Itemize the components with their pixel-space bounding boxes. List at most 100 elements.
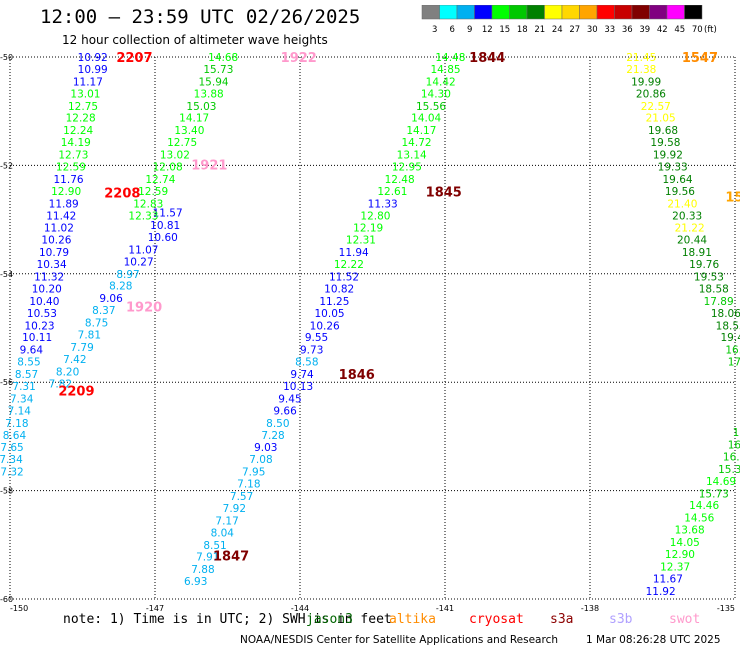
- swh-value-label: 19.76: [689, 259, 719, 271]
- legend-label: 12: [482, 25, 493, 35]
- y-tick-label: -56: [0, 378, 13, 387]
- y-tick-label: -54: [0, 270, 13, 279]
- mission-altika-label: altika: [389, 612, 436, 627]
- swh-value-label: 17: [728, 357, 740, 369]
- generated-timestamp: 1 Mar 08:26:28 UTC 2025: [586, 634, 721, 646]
- swh-value-label: 19.58: [650, 137, 680, 149]
- x-tick-label: -150: [10, 604, 28, 613]
- mission-s3a-label: s3a: [550, 612, 574, 627]
- swh-value-label: 14.19: [61, 137, 91, 149]
- swh-value-label: 9.03: [254, 442, 277, 454]
- swh-value-label: 12.75: [167, 137, 197, 149]
- swh-value-label: 14.30: [421, 88, 451, 100]
- swh-value-label: 8.51: [203, 540, 226, 552]
- swh-value-label: 14.72: [402, 137, 432, 149]
- swh-value-label: 14.17: [179, 113, 209, 125]
- swh-value-label: 13.01: [70, 88, 100, 100]
- swh-value-label: 7.82: [49, 378, 72, 390]
- swh-value-label: 7.18: [5, 418, 28, 430]
- swh-value-label: 12.74: [145, 174, 175, 186]
- swh-value-label: 11.89: [49, 198, 79, 210]
- swh-value-label: 11.25: [319, 296, 349, 308]
- legend-label: 30: [587, 25, 598, 35]
- swh-value-label: 10.92: [78, 52, 108, 64]
- swh-value-label: 9.55: [305, 332, 328, 344]
- swh-value-label: 14.42: [426, 76, 456, 88]
- swh-value-label: 13.88: [194, 88, 224, 100]
- swh-value-label: 13.02: [160, 150, 190, 162]
- swh-value-label: 10.79: [39, 247, 69, 259]
- swh-value-label: 12.19: [353, 223, 383, 235]
- swh-value-label: 11.33: [368, 198, 398, 210]
- swh-value-label: 10.53: [27, 308, 57, 320]
- swh-value-label: 12.73: [58, 150, 88, 162]
- legend-label: 70: [692, 25, 703, 35]
- swh-value-label: 8.20: [56, 366, 79, 378]
- swh-value-label: 20.86: [636, 88, 666, 100]
- legend-label: 18: [517, 25, 528, 35]
- swh-value-label: 8.75: [85, 318, 108, 330]
- swh-value-label: 21.05: [646, 113, 676, 125]
- swh-value-label: 19.64: [663, 174, 693, 186]
- swh-value-label: 11.94: [339, 247, 369, 259]
- swh-value-label: 18.58: [699, 283, 729, 295]
- swh-value-label: 7.34: [10, 393, 34, 405]
- swh-value-label: 7.14: [8, 405, 32, 417]
- swh-value-label: 10.60: [148, 232, 178, 244]
- swh-value-label: 9.64: [20, 345, 44, 357]
- swh-value-label: 19.53: [694, 272, 724, 284]
- legend-label: 24: [552, 25, 563, 35]
- swh-value-label: 7.17: [215, 515, 238, 527]
- swh-value-label: 7.28: [261, 430, 284, 442]
- swh-value-label: 14.17: [406, 125, 436, 137]
- swh-value-label: 10.23: [25, 320, 55, 332]
- swh-value-label: 7.92: [223, 503, 246, 515]
- swh-value-label: 12.95: [392, 161, 422, 173]
- swh-value-label: 19.92: [653, 150, 683, 162]
- swh-value-label: 13.40: [174, 125, 204, 137]
- swh-value-label: 7.32: [0, 467, 23, 479]
- swh-value-label: 8.37: [92, 305, 115, 317]
- swh-value-label: 15.32: [718, 464, 740, 476]
- swh-value-label: 21.38: [626, 64, 656, 76]
- swh-value-label: 9.74: [290, 369, 314, 381]
- swh-value-label: 12.80: [360, 210, 390, 222]
- y-tick-label: -58: [0, 487, 13, 496]
- legend-label: 27: [569, 25, 580, 35]
- swh-value-label: 7.42: [63, 354, 86, 366]
- swh-value-label: 7.91: [196, 552, 219, 564]
- swh-value-label: 19.99: [631, 76, 661, 88]
- swh-value-label: 11.02: [44, 223, 74, 235]
- swh-value-label: 7.88: [191, 564, 214, 576]
- legend-swatch: [684, 5, 703, 20]
- swh-value-label: 7.31: [12, 381, 35, 393]
- swh-value-label: 8.64: [3, 430, 27, 442]
- swh-value-label: 12.33: [128, 210, 158, 222]
- legend-label: 45: [674, 25, 685, 35]
- swh-value-label: 9.45: [278, 393, 301, 405]
- swh-value-label: 12.75: [68, 101, 98, 113]
- y-tick-label: -52: [0, 161, 13, 170]
- swh-value-label: 10.34: [37, 259, 67, 271]
- swh-value-label: 15.94: [199, 76, 229, 88]
- swh-value-label: 12.90: [665, 549, 695, 561]
- y-tick-label: -50: [0, 53, 13, 62]
- swh-value-label: 16.: [725, 345, 740, 357]
- swh-value-label: 18.91: [682, 247, 712, 259]
- swh-value-label: 11.57: [153, 208, 183, 220]
- swh-value-label: 11.76: [54, 174, 84, 186]
- swh-value-label: 16.10: [723, 451, 740, 463]
- swh-value-label: 11.52: [329, 272, 359, 284]
- swh-value-label: 7.08: [249, 454, 272, 466]
- pass-time-label: 1547: [682, 51, 718, 66]
- swh-value-label: 7.65: [0, 442, 23, 454]
- swh-value-label: 20.33: [672, 210, 702, 222]
- swh-value-label: 13.14: [397, 150, 427, 162]
- swh-value-label: 9.66: [273, 405, 297, 417]
- legend-label: 21: [534, 25, 545, 35]
- pass-time-label: 2209: [58, 384, 94, 399]
- pass-time-label: 1921: [191, 158, 227, 173]
- swh-value-label: 12.08: [153, 161, 183, 173]
- color-scale-legend: 3 6 9 12 15 18 21 24 27 30 33 36 39 42 45 70 (ft): [421, 5, 717, 35]
